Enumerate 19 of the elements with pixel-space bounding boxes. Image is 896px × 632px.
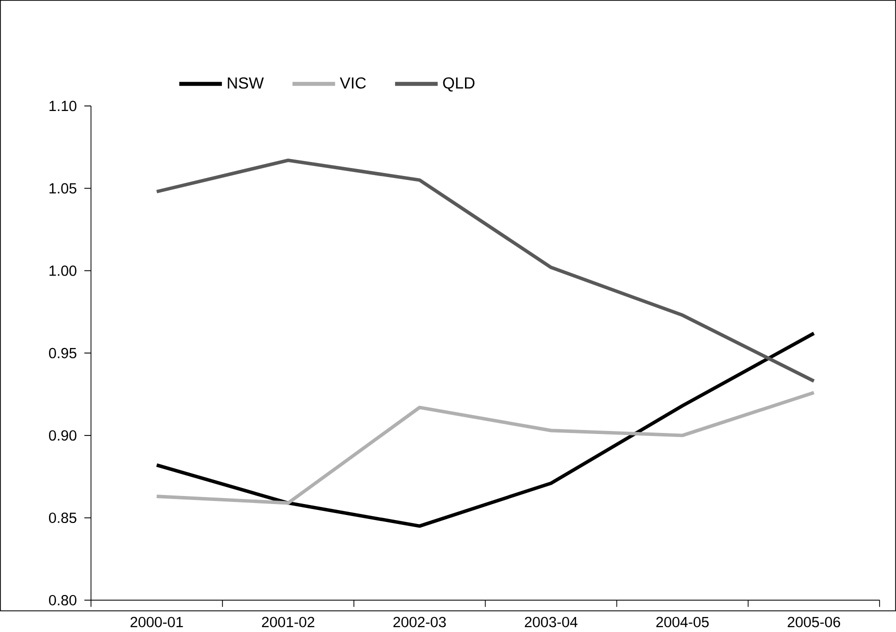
y-tick-label: 1.05 [50, 183, 76, 194]
y-tick-label: 0.95 [49, 348, 76, 358]
y-tick-label: 1.10 [50, 100, 76, 112]
legend-label: VIC [340, 77, 366, 89]
line-series [154, 158, 816, 383]
legend-label: NSW [228, 77, 264, 89]
y-tick-label: 0.85 [49, 512, 76, 524]
x-tick-label: 2000-01 [130, 617, 183, 628]
x-tick-label: 2004-05 [656, 617, 709, 628]
line-series [154, 391, 816, 505]
legend-label: QLD [443, 77, 474, 92]
line-series [154, 332, 816, 528]
x-tick-label: 2002-03 [393, 617, 446, 628]
x-tick-label: 2005-06 [788, 617, 840, 628]
y-tick-label: 1.00 [50, 266, 76, 276]
y-tick-label: 0.90 [49, 430, 76, 441]
x-tick-label: 2001-02 [262, 617, 314, 628]
y-tick-label: 0.80 [49, 595, 76, 606]
x-tick-label: 2003-04 [524, 617, 578, 628]
